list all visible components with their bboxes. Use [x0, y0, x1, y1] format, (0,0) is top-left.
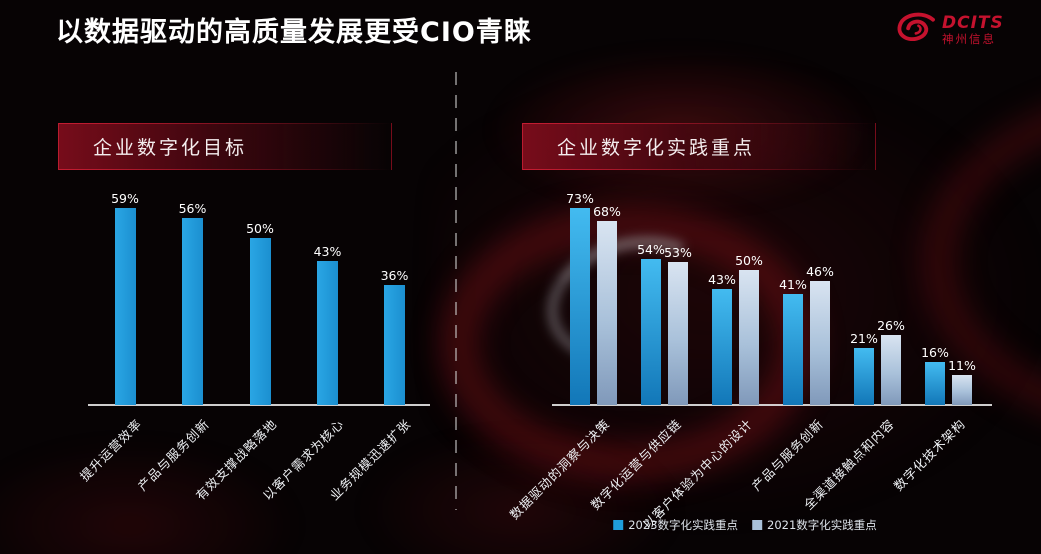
practice-category-label-text: 数字化技术架构 [890, 416, 969, 494]
practice-value-label-2023: 21% [850, 331, 878, 347]
goal-category-label-text: 提升运营效率 [76, 416, 145, 485]
brand-logo: DCITS 神州信息 [894, 12, 1004, 48]
practice-bar-2021 [881, 334, 901, 405]
practice-bar-2021 [597, 221, 617, 405]
logo-brand-name: DCITS [942, 12, 1004, 33]
goal-value-label: 50% [246, 221, 274, 236]
logo-swirl-icon [897, 12, 935, 42]
practice-value-label-2023: 41% [779, 277, 807, 293]
logo-text: DCITS 神州信息 [942, 12, 1004, 46]
practice-bar-2021 [952, 375, 972, 405]
practice-bar-2021 [668, 261, 688, 405]
practice-value-label-2021: 53% [664, 244, 692, 260]
goal-bar [249, 238, 271, 405]
panel-header-practices: 企业数字化实践重点 [522, 123, 876, 170]
goals-x-axis-line [88, 404, 430, 406]
panel-title-practices: 企业数字化实践重点 [557, 137, 756, 159]
legend-swatch [752, 520, 762, 530]
panel-header-goals: 企业数字化目标 [58, 123, 392, 170]
goal-value-label: 56% [178, 200, 207, 216]
goal-bar [182, 217, 203, 405]
legend-item: 2023数字化实践重点 [613, 517, 738, 533]
goal-bar [317, 261, 338, 405]
practice-value-label-2021: 68% [593, 204, 621, 220]
practice-value-label-2023: 43% [708, 271, 736, 287]
chart-legend: 2023数字化实践重点 2021数字化实践重点 [613, 517, 877, 533]
practice-value-label-2021: 11% [948, 358, 976, 374]
practices-x-axis-line [552, 404, 992, 406]
goal-bar [114, 207, 136, 405]
practice-bar-2023 [925, 361, 945, 405]
practice-value-label-2023: 16% [921, 344, 949, 360]
practice-bar-2023 [783, 294, 803, 405]
practice-value-label-2021: 50% [735, 253, 763, 268]
panel-divider-dashed-line [455, 72, 457, 510]
practice-value-label-2023: 73% [566, 190, 594, 206]
panel-title-goals: 企业数字化目标 [93, 137, 248, 159]
page-title: 以数据驱动的高质量发展更受CIO青睐 [56, 17, 532, 48]
goal-value-label: 59% [111, 190, 139, 206]
legend-label: 2023数字化实践重点 [628, 518, 738, 532]
logo-brand-name-cn: 神州信息 [942, 31, 996, 46]
goal-value-label: 43% [313, 244, 342, 260]
goal-value-label: 36% [380, 267, 409, 283]
practice-bar-2023 [641, 259, 661, 405]
legend-swatch [613, 520, 624, 530]
legend-label: 2021数字化实践重点 [767, 518, 877, 532]
practice-bar-2023 [854, 348, 874, 405]
practice-bar-2021 [739, 270, 759, 405]
practice-bar-2021 [810, 280, 830, 405]
practice-bar-2023 [570, 207, 590, 405]
legend-item: 2021数字化实践重点 [752, 517, 877, 533]
practice-value-label-2021: 46% [806, 263, 834, 279]
goal-bar [384, 284, 405, 405]
practice-bar-2023 [712, 288, 732, 405]
practice-value-label-2021: 26% [877, 317, 905, 333]
practice-value-label-2023: 54% [637, 242, 665, 258]
